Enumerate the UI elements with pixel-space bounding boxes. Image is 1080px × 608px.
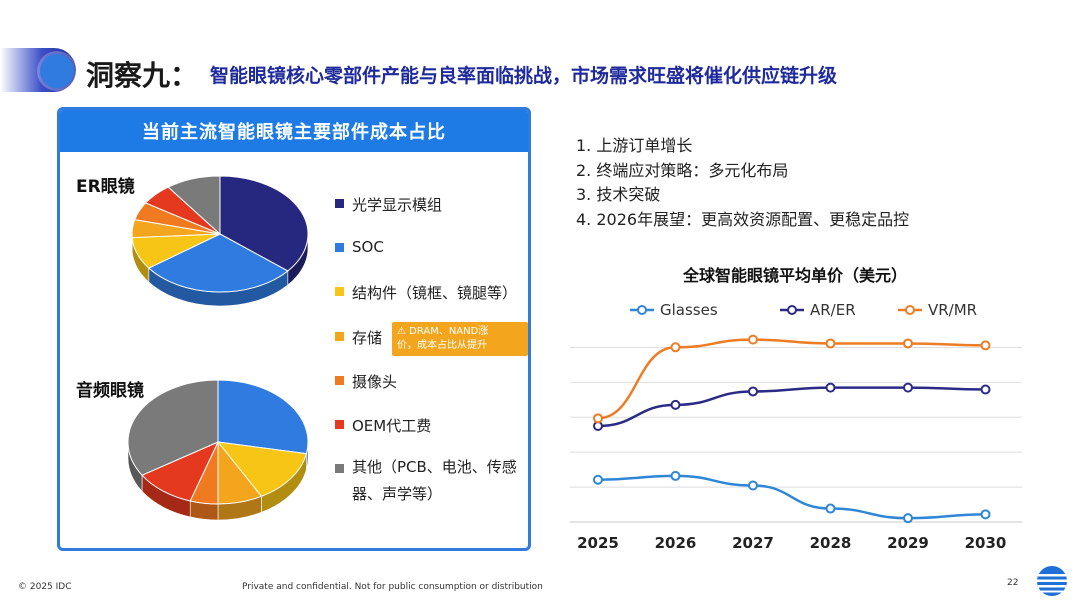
data-point <box>670 399 681 410</box>
title-accent-dot <box>40 54 74 88</box>
data-point <box>980 340 991 351</box>
data-point <box>748 386 758 397</box>
price-line-chart: Glasses AR/ER VR/MR 2025 2026 2027 2028 2029 203… <box>570 301 1022 552</box>
data-point <box>980 384 991 395</box>
pie-slice <box>217 379 309 455</box>
series-line-ar-er <box>597 386 986 428</box>
data-point <box>903 382 913 393</box>
chart-legend-item: AR/ER <box>780 301 856 319</box>
legend-item-other: 其他（PCB、电池、传感 器、声学等） <box>335 458 517 508</box>
legend-item-oem: OEM代工费 <box>335 415 431 436</box>
pie-slice <box>127 379 219 476</box>
legend-swatch <box>335 376 344 385</box>
price-chart-title: 全球智能眼镜平均单价（美元） <box>682 266 907 285</box>
legend-item-soc: SOC <box>335 238 384 256</box>
data-point <box>748 480 758 491</box>
data-point <box>980 509 991 520</box>
data-point <box>670 470 681 481</box>
legend-label: 光学显示模组 <box>352 196 443 214</box>
pie-slice <box>219 175 309 272</box>
legend-label: 存储 <box>352 329 383 347</box>
footer-copyright: © 2025 IDC <box>18 582 72 592</box>
x-tick-label: 2028 <box>810 534 852 552</box>
legend-swatch <box>335 420 344 429</box>
key-point: 1. 上游订单增长 <box>576 136 693 155</box>
note-line: ⚠ DRAM、NAND涨 <box>397 326 489 337</box>
x-tick-label: 2029 <box>887 534 929 552</box>
legend-item-optics: 光学显示模组 <box>335 194 442 215</box>
legend-label: 结构件（镜框、镜腿等） <box>352 284 518 302</box>
audio-glasses-pie-chart <box>127 379 309 521</box>
legend-swatch <box>335 332 344 341</box>
chart-legend-item: Glasses <box>630 301 718 319</box>
legend-label: OEM代工费 <box>352 417 432 435</box>
x-tick-label: 2030 <box>965 534 1007 552</box>
data-point <box>825 338 836 349</box>
legend-item-camera: 摄像头 <box>335 371 397 392</box>
panel-title: 当前主流智能眼镜主要部件成本占比 <box>60 110 528 152</box>
slide-subtitle: 智能眼镜核心零部件产能与良率面临挑战，市场需求旺盛将催化供应链升级 <box>210 65 838 87</box>
legend-label: 摄像头 <box>352 373 398 391</box>
idc-globe-icon <box>1037 566 1067 596</box>
legend-label: SOC <box>352 238 384 256</box>
legend-item-structure: 结构件（镜框、镜腿等） <box>335 282 517 303</box>
legend-point-marker <box>787 305 797 315</box>
pie-slice <box>147 233 289 293</box>
legend-item-storage: 存储 ⚠ DRAM、NAND涨 价，成本占比从提升 <box>335 322 528 356</box>
legend-label: 其他（PCB、电池、传感 器、声学等） <box>352 454 517 508</box>
page-number: 22 <box>1007 578 1019 588</box>
legend-series-name: VR/MR <box>928 301 977 319</box>
pie-slice <box>216 441 308 497</box>
legend-label-line: 器、声学等） <box>352 485 443 503</box>
legend-swatch <box>335 199 344 208</box>
data-point <box>593 413 603 424</box>
legend-swatch <box>335 464 344 473</box>
x-tick-label: 2026 <box>655 534 697 552</box>
data-point <box>748 334 758 345</box>
key-point: 3. 技术突破 <box>576 185 661 204</box>
key-points-list: 1. 上游订单增长 2. 终端应对策略：多元化布局 3. 技术突破 4. 202… <box>576 132 909 230</box>
note-line: 价，成本占比从提升 <box>397 340 487 351</box>
x-tick-label: 2025 <box>577 534 619 552</box>
legend-swatch <box>335 287 344 296</box>
slide-title: 洞察九： <box>86 59 199 92</box>
cost-share-panel: 当前主流智能眼镜主要部件成本占比 ER眼镜 音频眼镜 光学显示模组 SOC 结构… <box>57 107 531 551</box>
data-point <box>593 474 603 485</box>
series-line-glasses <box>597 474 986 520</box>
legend-swatch <box>335 243 344 252</box>
footer-confidential: Private and confidential. Not for public… <box>242 582 543 592</box>
pie-slice <box>167 175 221 236</box>
data-point <box>903 338 913 349</box>
legend-series-name: Glasses <box>660 301 718 319</box>
legend-series-name: AR/ER <box>810 301 856 319</box>
data-point <box>903 513 913 524</box>
audio-glasses-label: 音频眼镜 <box>76 381 144 401</box>
storage-price-note: ⚠ DRAM、NAND涨 价，成本占比从提升 <box>392 322 528 356</box>
chart-legend-item: VR/MR <box>898 301 977 319</box>
data-point <box>825 503 836 514</box>
key-point: 2. 终端应对策略：多元化布局 <box>576 160 789 180</box>
er-glasses-pie-chart <box>131 175 309 307</box>
er-glasses-label: ER眼镜 <box>76 177 135 197</box>
data-point <box>825 382 836 393</box>
x-tick-label: 2027 <box>732 534 774 552</box>
legend-point-marker <box>905 305 915 315</box>
legend-label-line: 其他（PCB、电池、传感 <box>352 458 517 476</box>
key-point: 4. 2026年展望：更高效资源配置、更稳定品控 <box>576 209 910 229</box>
data-point <box>670 342 681 353</box>
legend-point-marker <box>637 305 647 315</box>
